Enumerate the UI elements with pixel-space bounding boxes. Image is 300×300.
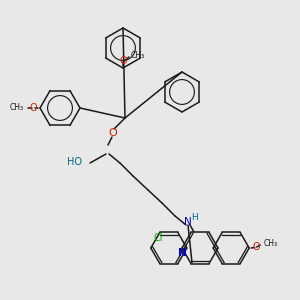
Text: H: H	[191, 212, 198, 221]
Text: N: N	[178, 248, 186, 258]
Text: O: O	[252, 242, 260, 252]
Text: CH₃: CH₃	[131, 50, 145, 59]
Text: O: O	[119, 56, 127, 66]
Text: HO: HO	[68, 157, 82, 167]
Text: CH₃: CH₃	[10, 103, 24, 112]
Text: O: O	[109, 128, 117, 138]
Text: Cl: Cl	[153, 233, 163, 243]
Text: CH₃: CH₃	[263, 238, 277, 247]
Text: N: N	[184, 217, 192, 227]
Text: O: O	[29, 103, 37, 113]
